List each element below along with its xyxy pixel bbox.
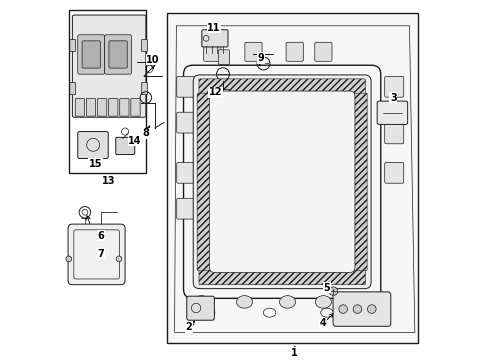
- FancyBboxPatch shape: [332, 292, 390, 326]
- FancyBboxPatch shape: [351, 93, 366, 270]
- Ellipse shape: [193, 296, 209, 308]
- Text: 8: 8: [142, 129, 149, 138]
- FancyBboxPatch shape: [186, 296, 214, 320]
- Text: 7: 7: [98, 248, 104, 258]
- Ellipse shape: [236, 296, 252, 308]
- FancyBboxPatch shape: [97, 99, 106, 116]
- Text: 14: 14: [128, 136, 142, 145]
- Text: 15: 15: [89, 159, 102, 169]
- Text: 3: 3: [389, 93, 396, 103]
- FancyBboxPatch shape: [131, 99, 140, 116]
- Circle shape: [367, 305, 375, 314]
- FancyBboxPatch shape: [218, 50, 229, 64]
- Circle shape: [338, 305, 346, 314]
- Text: 9: 9: [257, 53, 264, 63]
- Circle shape: [352, 305, 361, 314]
- FancyBboxPatch shape: [72, 15, 145, 117]
- FancyBboxPatch shape: [376, 101, 407, 125]
- FancyBboxPatch shape: [176, 162, 194, 183]
- Circle shape: [116, 256, 122, 262]
- FancyBboxPatch shape: [384, 76, 403, 97]
- FancyBboxPatch shape: [68, 224, 125, 285]
- Polygon shape: [167, 13, 418, 343]
- Text: 5: 5: [323, 283, 330, 293]
- FancyBboxPatch shape: [176, 112, 194, 133]
- Text: 11: 11: [207, 23, 220, 33]
- Circle shape: [328, 287, 337, 296]
- FancyBboxPatch shape: [176, 76, 194, 97]
- FancyBboxPatch shape: [199, 79, 365, 95]
- FancyBboxPatch shape: [78, 35, 104, 74]
- Text: 10: 10: [146, 55, 160, 65]
- FancyBboxPatch shape: [116, 137, 135, 154]
- Text: 6: 6: [98, 230, 104, 240]
- FancyBboxPatch shape: [176, 198, 194, 219]
- FancyBboxPatch shape: [109, 41, 127, 68]
- FancyBboxPatch shape: [285, 42, 303, 61]
- FancyBboxPatch shape: [142, 40, 147, 51]
- FancyBboxPatch shape: [86, 99, 96, 116]
- FancyBboxPatch shape: [384, 123, 403, 144]
- Text: 1: 1: [291, 348, 298, 358]
- Text: 4: 4: [319, 319, 326, 328]
- FancyBboxPatch shape: [104, 35, 131, 74]
- FancyBboxPatch shape: [70, 82, 76, 95]
- Text: 12: 12: [209, 87, 222, 97]
- FancyBboxPatch shape: [203, 42, 221, 61]
- FancyBboxPatch shape: [209, 91, 354, 273]
- Bar: [69, 10, 145, 173]
- FancyBboxPatch shape: [199, 269, 365, 285]
- FancyBboxPatch shape: [78, 132, 108, 158]
- FancyBboxPatch shape: [75, 99, 84, 116]
- FancyBboxPatch shape: [314, 42, 331, 61]
- FancyBboxPatch shape: [70, 40, 76, 51]
- FancyBboxPatch shape: [197, 93, 212, 270]
- FancyBboxPatch shape: [142, 82, 147, 95]
- FancyBboxPatch shape: [82, 41, 100, 68]
- FancyBboxPatch shape: [108, 99, 118, 116]
- FancyBboxPatch shape: [120, 99, 129, 116]
- FancyBboxPatch shape: [384, 162, 403, 183]
- Ellipse shape: [279, 296, 295, 308]
- Ellipse shape: [315, 296, 331, 308]
- Text: 2: 2: [185, 322, 192, 332]
- FancyBboxPatch shape: [202, 30, 227, 47]
- FancyBboxPatch shape: [193, 75, 370, 289]
- Text: 13: 13: [102, 176, 115, 186]
- Circle shape: [66, 256, 72, 262]
- FancyBboxPatch shape: [244, 42, 262, 61]
